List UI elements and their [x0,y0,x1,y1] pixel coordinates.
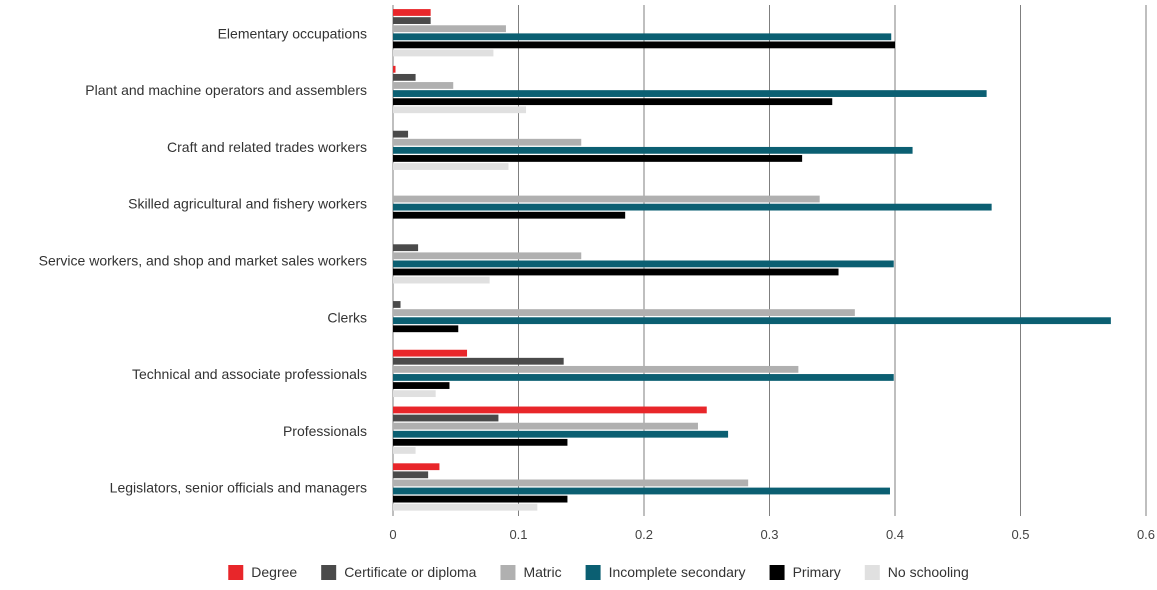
bar [393,276,490,284]
bar [393,49,494,57]
bar [393,503,538,511]
bar [393,390,436,398]
bar [393,349,468,357]
bar [393,487,890,495]
bar [393,374,894,381]
bar [393,9,431,16]
bar [393,309,855,316]
x-tick-label: 0 [389,527,396,542]
bar [393,244,419,252]
bar [393,301,401,308]
bar [393,382,450,389]
x-tick-label: 0.5 [1011,527,1029,542]
bar [393,82,454,89]
category-label: Plant and machine operators and assemble… [85,82,367,98]
legend-swatch [228,565,244,580]
bar [393,479,749,487]
legend-swatch [769,565,785,580]
category-label: Technical and associate professionals [132,366,367,382]
bar [393,17,431,24]
bar [393,357,564,365]
bar [393,438,568,446]
bar [393,41,895,49]
category-label: Craft and related trades workers [167,139,367,155]
bar [393,414,499,422]
bar [393,73,416,81]
legend-label: No schooling [888,564,969,580]
bar [393,106,527,114]
legend-swatch [864,565,880,580]
legend-label: Certificate or diploma [344,564,476,580]
legend-label: Incomplete secondary [609,564,746,580]
category-label: Skilled agricultural and fishery workers [128,196,367,212]
bar [393,325,459,333]
legend-label: Degree [251,564,297,580]
category-label: Elementary occupations [218,25,367,41]
legend-swatch [500,565,516,580]
x-tick-label: 0.3 [760,527,778,542]
bar [393,365,799,373]
legend-swatch [321,565,337,580]
bar [393,422,698,430]
bar [393,163,509,170]
bar [393,25,506,33]
bar [393,203,992,211]
bars [393,9,1111,511]
category-label: Professionals [283,423,367,439]
legend-label: Matric [523,564,561,580]
bar [393,463,440,471]
bar [393,252,582,260]
category-labels: Elementary occupations Plant and machine … [39,25,367,495]
bar [393,98,833,106]
bar [393,146,913,154]
bar [393,195,820,203]
legend-swatch [585,565,601,580]
bar [393,33,892,41]
bar [393,155,803,162]
category-label: Legislators, senior officials and manage… [110,480,367,496]
bar [393,130,409,138]
category-label: Clerks [327,309,367,325]
legend: Degree Certificate or diploma Matric Incomp… [228,564,969,580]
legend-label: Primary [793,564,841,580]
bar [393,317,1111,325]
bar [393,268,839,276]
bar [393,211,626,219]
x-tick-label: 0.6 [1137,527,1155,542]
bar [393,65,396,73]
bar [393,90,987,97]
bar [393,138,582,146]
category-label: Service workers, and shop and market sal… [39,253,367,269]
x-tick-label: 0.1 [509,527,527,542]
bar [393,495,568,503]
bar [393,447,416,454]
bar [393,430,729,438]
x-axis-tick-labels: 0 0.1 0.2 0.3 0.4 0.5 0.6 [389,527,1155,542]
x-tick-label: 0.4 [886,527,904,542]
bar [393,260,894,268]
x-tick-label: 0.2 [635,527,653,542]
bar [393,406,707,414]
bar [393,471,429,479]
